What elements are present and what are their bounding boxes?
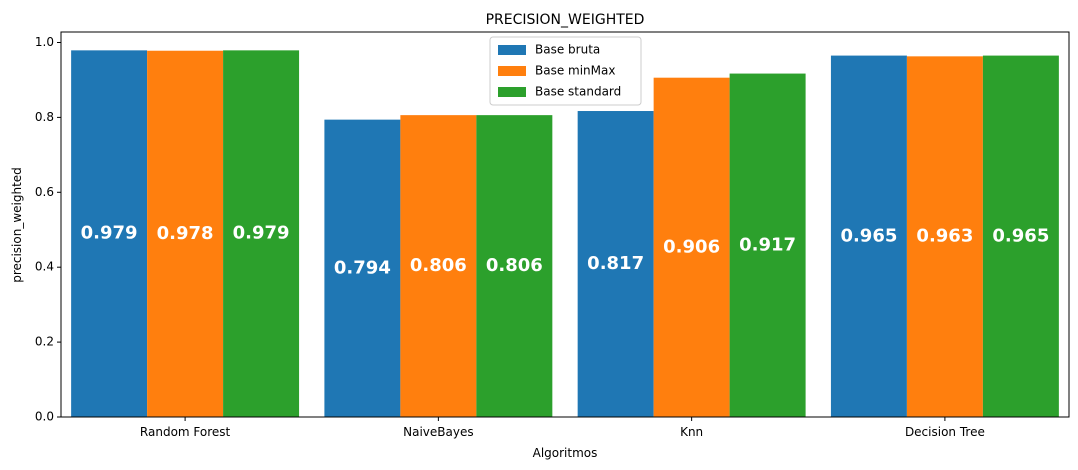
y-axis-title: precision_weighted <box>10 167 24 283</box>
bar-value-label: 0.979 <box>233 223 290 244</box>
bar-value-label: 0.979 <box>81 223 138 244</box>
legend-swatch <box>498 45 526 55</box>
chart-title: PRECISION_WEIGHTED <box>486 12 645 28</box>
bar-value-label: 0.978 <box>157 223 214 244</box>
x-tick-label: Knn <box>680 425 703 439</box>
bar <box>577 111 654 418</box>
legend-label: Base minMax <box>535 64 615 78</box>
y-tick-label: 0.0 <box>35 410 54 424</box>
plot-frame <box>60 31 1070 418</box>
bar <box>324 119 401 417</box>
legend-label: Base bruta <box>535 43 600 57</box>
bar-value-label: 0.963 <box>916 226 973 247</box>
bar <box>400 115 477 417</box>
x-tick-label: Decision Tree <box>905 425 985 439</box>
bar <box>729 73 806 417</box>
x-axis-title: Algoritmos <box>533 446 598 460</box>
bar-value-label: 0.965 <box>840 225 897 246</box>
legend: Base bruta Base minMax Base standard <box>489 36 642 106</box>
bar <box>147 50 224 417</box>
bar-value-label: 0.794 <box>334 257 391 278</box>
y-tick-label: 0.2 <box>35 335 54 349</box>
y-tick-label: 1.0 <box>35 35 54 49</box>
legend-swatch <box>498 66 526 76</box>
legend-box <box>489 36 642 106</box>
bar <box>71 50 148 417</box>
bar <box>653 77 730 417</box>
bar-value-label: 0.806 <box>486 255 543 276</box>
legend-label: Base standard <box>535 85 621 99</box>
legend-swatch <box>498 87 526 97</box>
bar <box>906 56 983 418</box>
bar-value-label: 0.917 <box>739 234 796 255</box>
x-tick-label: Random Forest <box>140 425 231 439</box>
bar-value-label: 0.806 <box>410 255 467 276</box>
bar-value-label: 0.965 <box>992 225 1049 246</box>
y-tick-label: 0.8 <box>35 110 54 124</box>
x-tick-label: NaiveBayes <box>403 425 473 439</box>
y-tick-label: 0.4 <box>35 260 54 274</box>
bar-value-label: 0.906 <box>663 236 720 257</box>
y-tick-label: 0.6 <box>35 185 54 199</box>
bar <box>982 55 1059 418</box>
plot-area: 0.979 0.794 0.817 0.965 0.978 0.806 0.906 0.963… <box>35 31 1070 439</box>
bar <box>476 115 553 417</box>
bar-value-label: 0.817 <box>587 253 644 274</box>
bar <box>830 55 907 418</box>
bar <box>223 50 300 417</box>
